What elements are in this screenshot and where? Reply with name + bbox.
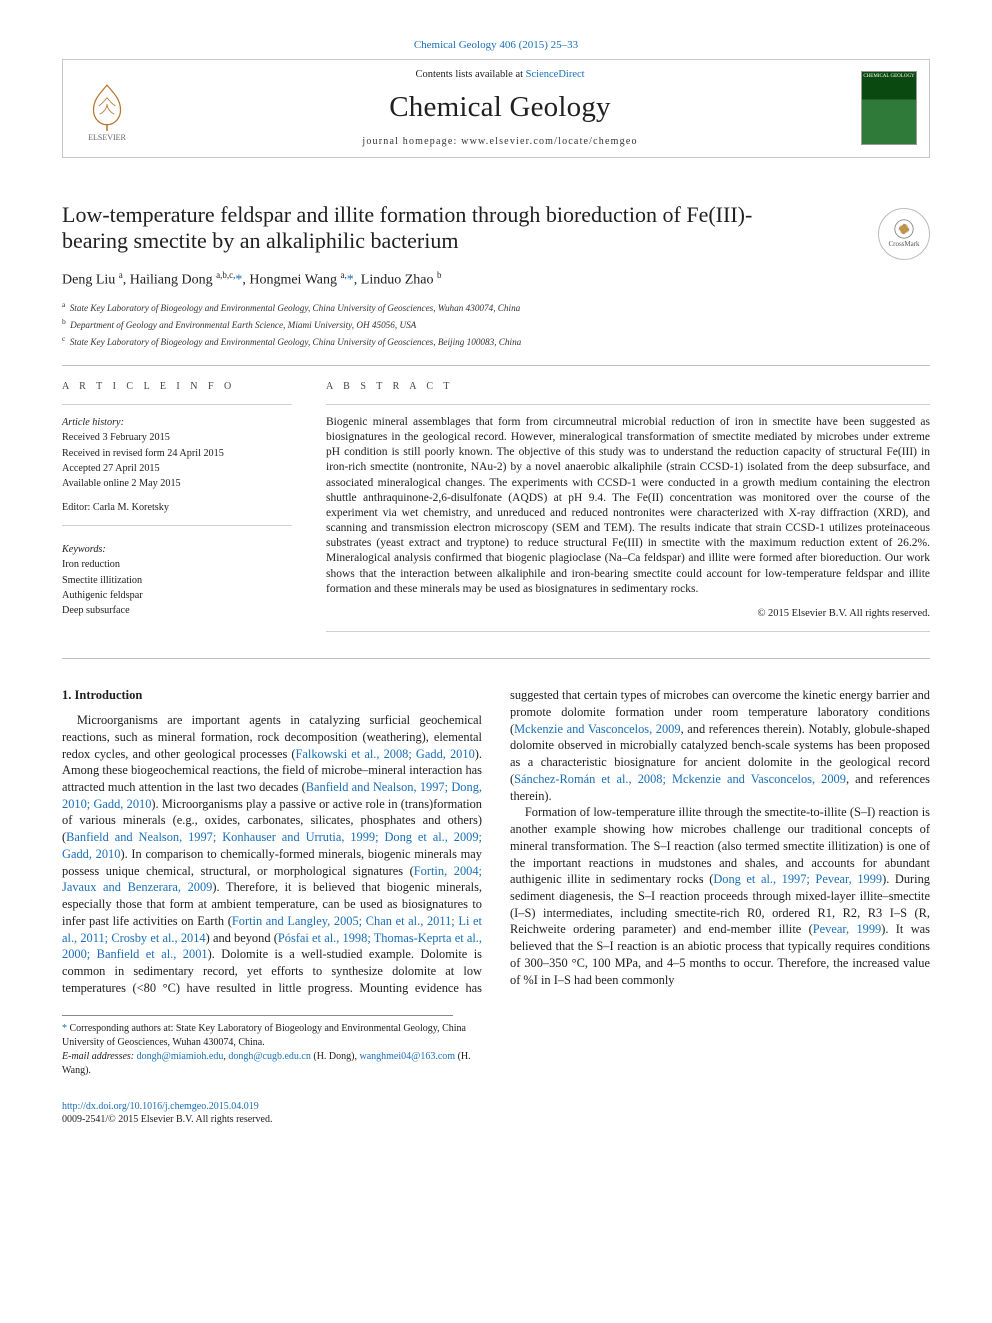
sciencedirect-link[interactable]: ScienceDirect	[526, 69, 585, 80]
homepage-url[interactable]: www.elsevier.com/locate/chemgeo	[461, 136, 638, 147]
contents-line: Contents lists available at ScienceDirec…	[151, 68, 849, 82]
abstract-column: a b s t r a c t Biogenic mineral assembl…	[326, 380, 930, 642]
contents-prefix: Contents lists available at	[415, 69, 525, 80]
body-columns: 1. Introduction Microorganisms are impor…	[62, 687, 930, 996]
footnote-separator	[62, 1015, 453, 1016]
intro-paragraph-2: Formation of low-temperature illite thro…	[510, 804, 930, 988]
keywords-label: Keywords:	[62, 544, 106, 555]
intro-heading: 1. Introduction	[62, 687, 482, 704]
editor-line: Editor: Carla M. Koretsky	[62, 501, 292, 515]
article-info-column: a r t i c l e i n f o Article history: R…	[62, 380, 292, 642]
email-link[interactable]: dongh@miamioh.edu	[137, 1051, 224, 1062]
t: (H. Dong),	[311, 1051, 360, 1062]
t: ) and beyond (	[206, 931, 278, 945]
publisher-logo: ELSEVIER	[75, 72, 139, 144]
elsevier-tree-icon	[81, 81, 133, 133]
rule-above-info	[62, 365, 930, 366]
masthead: ELSEVIER Contents lists available at Sci…	[62, 59, 930, 158]
ref-link[interactable]: Mckenzie and Vasconcelos, 2009	[514, 722, 680, 736]
ref-link[interactable]: Dong et al., 1997; Pevear, 1999	[713, 872, 882, 886]
abs-rule-2	[326, 631, 930, 632]
footnotes: * Corresponding authors at: State Key La…	[62, 1022, 479, 1078]
corr-text: Corresponding authors at: State Key Labo…	[62, 1023, 466, 1048]
journal-name: Chemical Geology	[151, 88, 849, 127]
abstract-copyright: © 2015 Elsevier B.V. All rights reserved…	[326, 607, 930, 621]
abs-rule-1	[326, 404, 930, 405]
article-info-heading: a r t i c l e i n f o	[62, 380, 292, 394]
issn-line: 0009-2541/© 2015 Elsevier B.V. All right…	[62, 1113, 930, 1127]
rule-below-abstract	[62, 658, 930, 659]
email-link[interactable]: dongh@cugb.edu.cn	[228, 1051, 311, 1062]
authors-line: Deng Liu a, Hailiang Dong a,b,c,*, Hongm…	[62, 269, 930, 291]
article-title: Low-temperature feldspar and illite form…	[62, 202, 792, 256]
article-history: Article history: Received 3 February 201…	[62, 415, 292, 491]
top-citation: Chemical Geology 406 (2015) 25–33	[62, 38, 930, 53]
publisher-label: ELSEVIER	[88, 133, 126, 144]
info-rule-1	[62, 404, 292, 405]
journal-cover-thumb: CHEMICAL GEOLOGY	[861, 71, 917, 145]
page-footer: http://dx.doi.org/10.1016/j.chemgeo.2015…	[62, 1100, 930, 1127]
email-link[interactable]: wanghmei04@163.com	[359, 1051, 455, 1062]
ref-link[interactable]: Falkowski et al., 2008; Gadd, 2010	[296, 747, 475, 761]
affiliations: a State Key Laboratory of Biogeology and…	[62, 299, 930, 350]
crossmark-badge[interactable]: CrossMark	[878, 208, 930, 260]
homepage-line: journal homepage: www.elsevier.com/locat…	[151, 135, 849, 149]
article-header: CrossMark Low-temperature feldspar and i…	[62, 202, 930, 350]
abstract-heading: a b s t r a c t	[326, 380, 930, 394]
masthead-center: Contents lists available at ScienceDirec…	[151, 68, 849, 149]
info-abstract-row: a r t i c l e i n f o Article history: R…	[62, 380, 930, 642]
ref-link[interactable]: Sánchez-Román et al., 2008; Mckenzie and…	[514, 772, 846, 786]
top-citation-link[interactable]: Chemical Geology 406 (2015) 25–33	[414, 39, 578, 51]
doi-link[interactable]: http://dx.doi.org/10.1016/j.chemgeo.2015…	[62, 1101, 259, 1112]
crossmark-icon	[893, 218, 915, 240]
crossmark-label: CrossMark	[888, 240, 919, 249]
ref-link[interactable]: Pevear, 1999	[813, 922, 881, 936]
corresponding-note: * Corresponding authors at: State Key La…	[62, 1022, 479, 1050]
history-label: Article history:	[62, 417, 124, 428]
info-rule-2	[62, 525, 292, 526]
email-label: E-mail addresses:	[62, 1051, 137, 1062]
abstract-text: Biogenic mineral assemblages that form f…	[326, 415, 930, 597]
homepage-prefix: journal homepage:	[362, 136, 461, 147]
email-note: E-mail addresses: dongh@miamioh.edu, don…	[62, 1050, 479, 1078]
keywords-block: Keywords: Iron reductionSmectite illitiz…	[62, 542, 292, 618]
